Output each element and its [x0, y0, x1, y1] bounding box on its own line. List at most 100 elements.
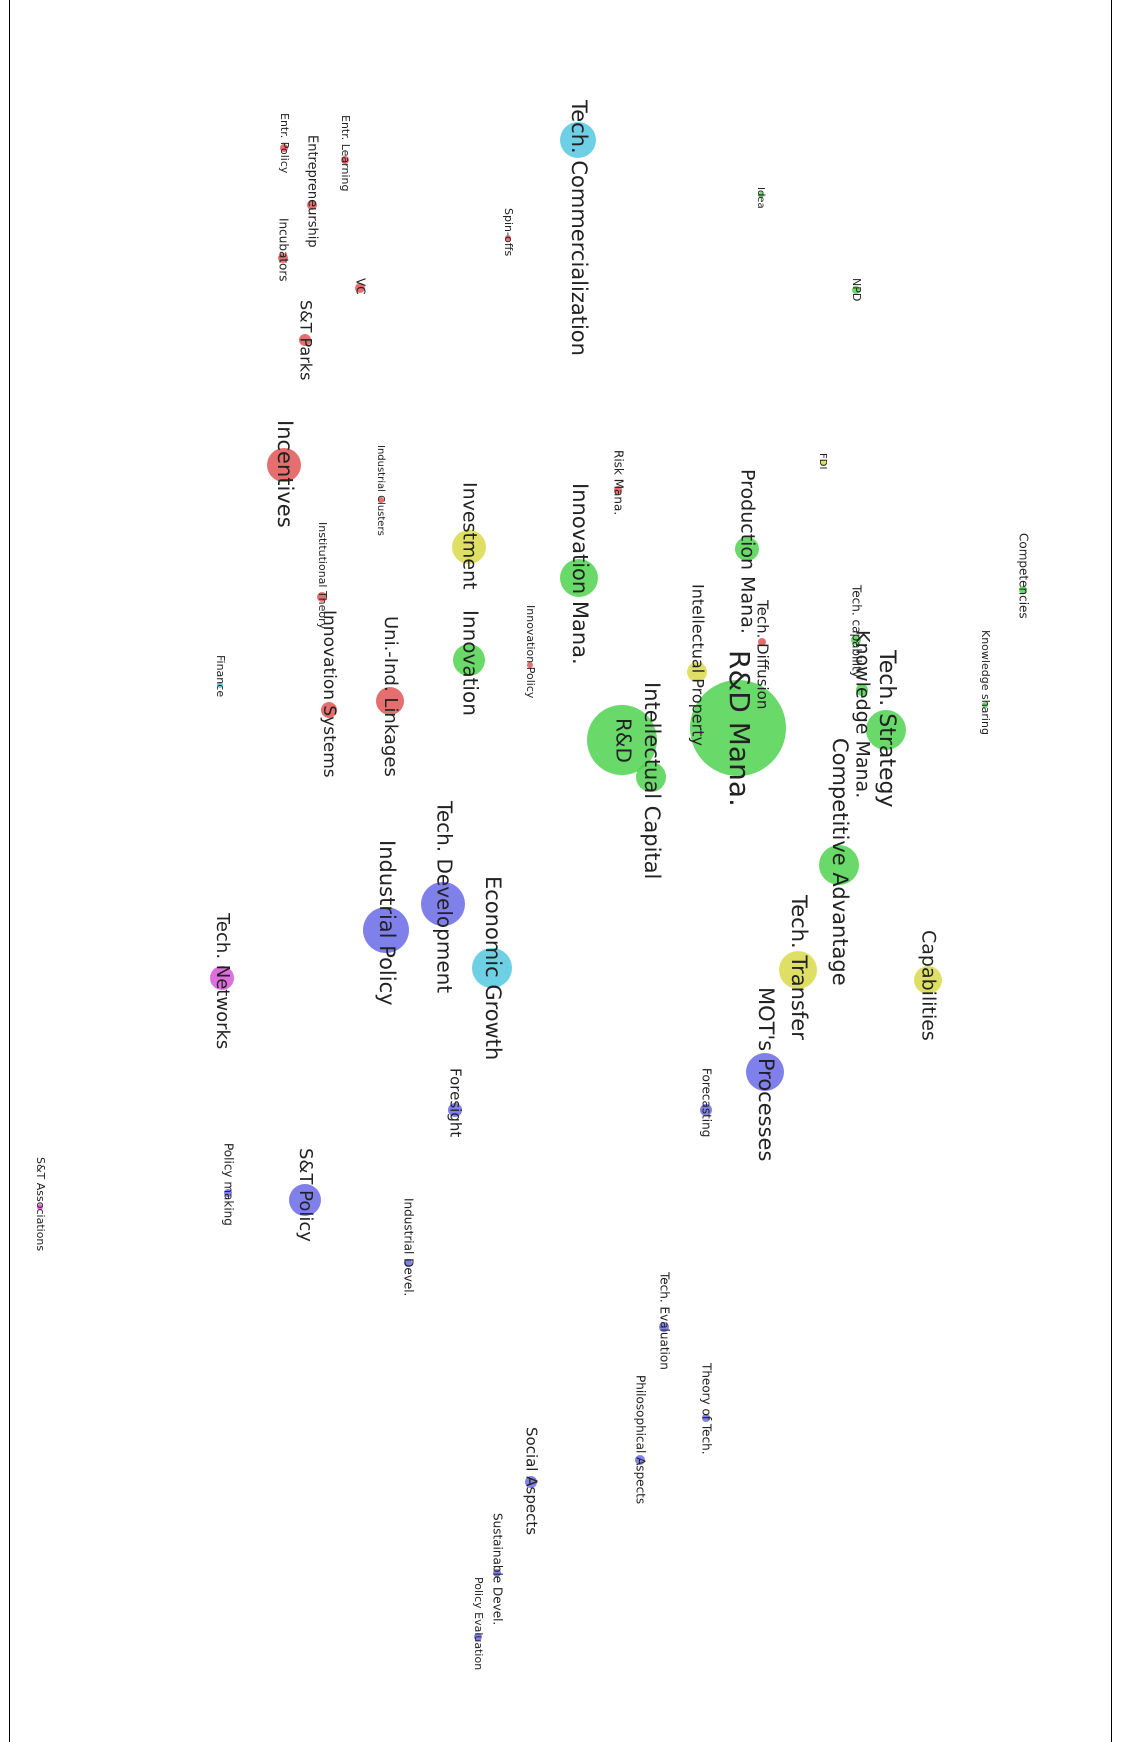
node-label-investment: Investment — [459, 482, 481, 590]
node-label-risk-mana: Risk Mana. — [612, 450, 626, 515]
node-bubble-spin-offs[interactable] — [505, 235, 511, 241]
node-bubble-idea[interactable] — [758, 192, 764, 198]
node-label-tech-evaluation: Tech. Evaluation — [658, 1271, 672, 1370]
node-bubble-finance[interactable] — [217, 682, 223, 688]
node-bubble-tech-networks[interactable] — [210, 966, 234, 990]
node-bubble-economic-growth[interactable] — [472, 948, 512, 988]
node-label-intellectual-capital: Intellectual Capital — [640, 682, 664, 879]
node-label-tech-capability: Tech. capability — [850, 584, 864, 678]
node-bubble-forecasting[interactable] — [700, 1104, 712, 1116]
node-bubble-philosophical-aspects[interactable] — [635, 1455, 645, 1465]
node-bubble-entrepreneurship[interactable] — [307, 200, 317, 210]
bubble-layer — [37, 122, 1027, 1641]
node-bubble-foresight[interactable] — [448, 1103, 462, 1117]
node-bubble-intellectual-property[interactable] — [687, 662, 707, 682]
node-label-incubators: Incubators — [277, 218, 291, 282]
node-label-intellectual-property: Intellectual Property — [689, 584, 708, 746]
node-bubble-tech-development[interactable] — [421, 882, 465, 926]
node-label-theory-of-tech: Theory of Tech. — [700, 1362, 714, 1455]
node-label-entrepreneurship: Entrepreneurship — [305, 135, 320, 248]
node-label-policy-making: Policy making — [222, 1143, 236, 1226]
node-label-sustainable-devel: Sustainable Devel. — [491, 1513, 505, 1625]
node-bubble-incentives[interactable] — [267, 448, 301, 482]
node-label-industrial-devel: Industrial Devel. — [402, 1198, 416, 1296]
node-label-foresight: Foresight — [447, 1068, 465, 1137]
node-label-capabilities: Capabilities — [918, 930, 940, 1041]
frame-left-border — [9, 0, 10, 1742]
node-bubble-theory-of-tech[interactable] — [702, 1414, 710, 1422]
node-bubble-knowledge-sharing[interactable] — [982, 702, 988, 708]
node-label-innovation-policy: Innovation Policy — [524, 605, 537, 699]
node-label-tech-diffusion: Tech. Diffusion — [754, 599, 772, 709]
node-label-uni-ind-linkages: Uni.-Ind. Linkages — [380, 616, 401, 777]
node-label-production-mana: Production Mana. — [737, 469, 759, 634]
node-bubble-tech-capability[interactable] — [851, 635, 861, 645]
node-label-sandt-parks: S&T Parks — [297, 300, 316, 380]
node-bubble-entr-learning[interactable] — [341, 156, 349, 164]
node-bubble-vc[interactable] — [355, 283, 365, 293]
node-bubble-innovation-mana[interactable] — [560, 559, 598, 597]
node-bubble-mot-s-processes[interactable] — [746, 1053, 784, 1091]
node-label-policy-evaluation: Policy Evaluation — [472, 1577, 485, 1670]
node-label-finance: Finance — [214, 655, 227, 697]
node-label-institutional-theory: Institutional Theory — [316, 522, 329, 630]
node-bubble-entr-policy[interactable] — [280, 144, 288, 152]
node-bubble-tech-evaluation[interactable] — [659, 1322, 669, 1332]
node-bubble-sandt-parks[interactable] — [299, 334, 311, 346]
node-label-sandt-policy: S&T Policy — [295, 1148, 316, 1242]
node-label-randd: R&D — [612, 718, 636, 763]
node-bubble-sandt-associations[interactable] — [37, 1204, 43, 1210]
node-label-philosophical-aspects: Philosophical Aspects — [634, 1375, 648, 1504]
node-label-mot-s-processes: MOT's Processes — [754, 987, 778, 1161]
node-bubble-incubators[interactable] — [278, 253, 288, 263]
node-bubble-randd[interactable] — [587, 705, 657, 775]
node-label-tech-development: Tech. Development — [433, 800, 457, 993]
node-bubble-industrial-policy[interactable] — [363, 907, 409, 953]
node-bubble-tech-transfer[interactable] — [779, 951, 817, 989]
node-bubble-npd[interactable] — [852, 286, 860, 294]
node-label-entr-learning: Entr. Learning — [339, 115, 352, 192]
node-bubble-tech-diffusion[interactable] — [758, 638, 766, 646]
node-bubble-competitive-advantage[interactable] — [819, 845, 859, 885]
node-label-competitive-advantage: Competitive Advantage — [828, 738, 852, 986]
node-bubble-uni-ind-linkages[interactable] — [376, 687, 404, 715]
node-bubble-risk-mana[interactable] — [614, 486, 622, 494]
label-layer: Tech. Commercialization Entr. Learning Ent… — [34, 99, 1031, 1670]
node-bubble-sustainable-devel[interactable] — [493, 1569, 501, 1577]
node-bubble-social-aspects[interactable] — [525, 1476, 537, 1488]
node-label-economic-growth: Economic Growth — [481, 876, 505, 1060]
node-bubble-randd-mana[interactable] — [690, 680, 786, 776]
node-label-vc: VC — [354, 278, 368, 295]
frame-right-border — [1111, 0, 1112, 1742]
node-bubble-fdi[interactable] — [820, 460, 826, 466]
node-bubble-intellectual-capital[interactable] — [636, 762, 666, 792]
node-bubble-innovation-systems[interactable] — [321, 702, 337, 718]
node-bubble-production-mana[interactable] — [735, 537, 759, 561]
node-label-industrial-policy: Industrial Policy — [375, 840, 399, 1006]
node-bubble-tech-strategy[interactable] — [866, 710, 906, 750]
node-label-idea: Idea — [755, 187, 766, 209]
node-bubble-capabilities[interactable] — [914, 966, 942, 994]
node-label-incentives: Incentives — [273, 420, 297, 528]
node-label-tech-commercialization: Tech. Commercialization — [567, 99, 591, 356]
node-label-fdi: FDI — [817, 453, 828, 469]
node-bubble-sandt-policy[interactable] — [289, 1184, 321, 1216]
node-label-randd-mana: R&D Mana. — [723, 650, 756, 807]
node-bubble-innovation-policy[interactable] — [527, 662, 533, 668]
node-label-social-aspects: Social Aspects — [523, 1427, 541, 1535]
node-label-knowledge-mana: Knowledge Mana. — [852, 630, 874, 798]
node-bubble-competencies[interactable] — [1019, 586, 1027, 594]
node-label-innovation-systems: Innovation Systems — [319, 610, 339, 778]
node-bubble-knowledge-mana[interactable] — [856, 684, 868, 696]
node-bubble-industrial-devel[interactable] — [404, 1259, 412, 1267]
node-bubble-investment[interactable] — [452, 530, 486, 564]
node-bubble-innovation[interactable] — [453, 644, 485, 676]
node-bubble-institutional-theory[interactable] — [317, 592, 327, 602]
node-bubble-policy-evaluation[interactable] — [474, 1633, 482, 1641]
node-bubble-industrial-clusters[interactable] — [378, 497, 384, 503]
node-label-spin-offs: Spin-offs — [502, 208, 515, 256]
node-bubble-policy-making[interactable] — [224, 1189, 232, 1197]
node-bubble-tech-commercialization[interactable] — [560, 122, 596, 158]
